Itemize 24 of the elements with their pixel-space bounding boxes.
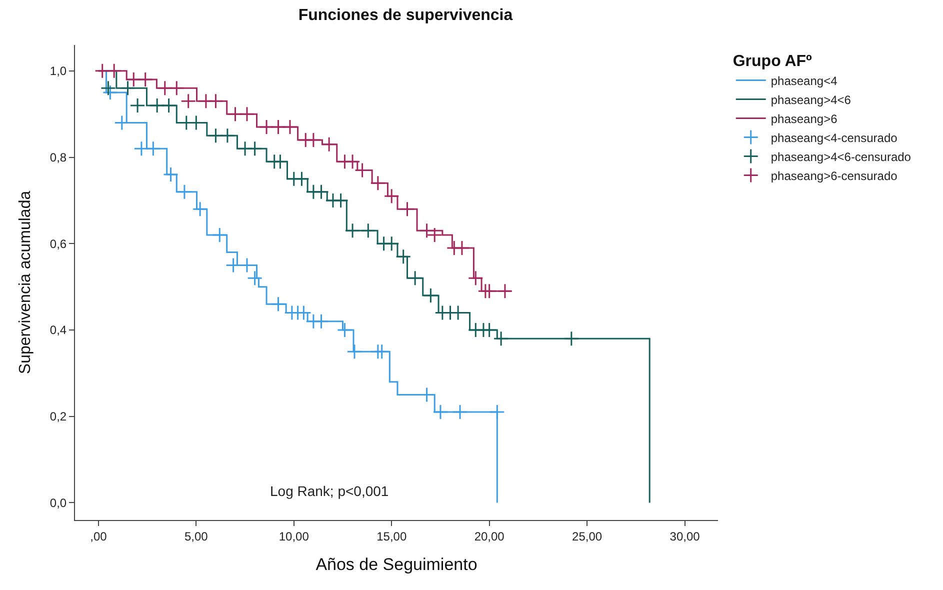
x-tick-label: 10,00 — [278, 529, 310, 544]
legend-label: phaseang>6-censurado — [770, 168, 898, 183]
legend-label: phaseang>4<6-censurado — [770, 150, 912, 164]
chart-title: Funciones de supervivencia — [298, 7, 513, 24]
x-tick-label: ,00 — [90, 529, 108, 544]
x-tick-label: 30,00 — [670, 529, 700, 544]
legend-label: phaseang>6 — [770, 112, 838, 126]
y-tick-label: 0,2 — [50, 410, 67, 424]
x-tick-label: 15,00 — [376, 529, 407, 544]
y-tick-label: 0,8 — [50, 150, 67, 164]
x-tick-label: 5,00 — [184, 529, 208, 544]
y-tick-label: 1,0 — [50, 64, 67, 78]
y-tick-label: 0,4 — [50, 323, 67, 338]
y-tick-label: 0,0 — [50, 496, 67, 510]
annotation: Log Rank; p<0,001 — [270, 483, 389, 499]
y-axis-title: Supervivencia acumulada — [16, 190, 34, 374]
legend-label: phaseang<4 — [770, 74, 838, 88]
x-axis-title: Años de Seguimiento — [316, 554, 478, 574]
legend-title: Grupo AFº — [732, 52, 812, 70]
legend-label: phaseang<4-censurado — [770, 130, 898, 145]
legend-label: phaseang>4<6 — [770, 92, 852, 107]
y-tick-label: 0,6 — [50, 236, 67, 251]
x-tick-label: 20,00 — [474, 529, 505, 544]
x-tick-label: 25,00 — [572, 529, 602, 544]
